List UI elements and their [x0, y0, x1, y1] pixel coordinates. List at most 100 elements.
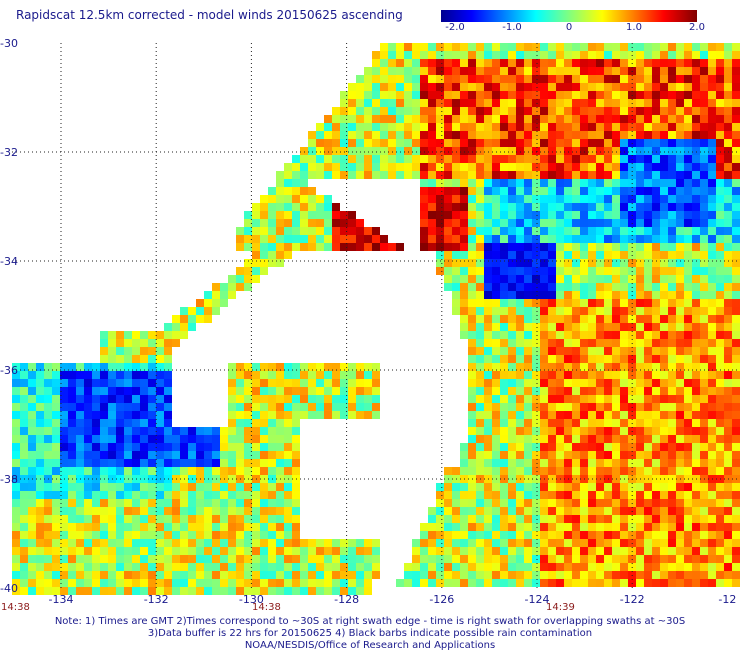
heatmap-cell	[724, 219, 732, 227]
heatmap-cell	[612, 235, 620, 243]
heatmap-cell	[556, 267, 564, 275]
heatmap-cell	[28, 587, 36, 595]
heatmap-cell	[676, 523, 684, 531]
heatmap-cell	[548, 339, 556, 347]
heatmap-cell	[684, 291, 692, 299]
heatmap-cell	[516, 331, 524, 339]
heatmap-cell	[452, 467, 460, 475]
heatmap-cell	[116, 355, 124, 363]
heatmap-cell	[68, 587, 76, 595]
heatmap-cell	[364, 115, 372, 123]
heatmap-cell	[236, 451, 244, 459]
heatmap-cell	[572, 307, 580, 315]
heatmap-cell	[468, 499, 476, 507]
heatmap-cell	[268, 427, 276, 435]
heatmap-cell	[92, 443, 100, 451]
heatmap-cell	[436, 75, 444, 83]
heatmap-cell	[444, 123, 452, 131]
heatmap-cell	[484, 43, 492, 51]
heatmap-cell	[108, 579, 116, 587]
heatmap-cell	[612, 251, 620, 259]
heatmap-cell	[164, 491, 172, 499]
heatmap-cell	[668, 339, 676, 347]
heatmap-cell	[164, 355, 172, 363]
heatmap-cell	[484, 571, 492, 579]
heatmap-cell	[652, 75, 660, 83]
x-tick-label: -126	[429, 593, 454, 606]
heatmap-cell	[332, 107, 340, 115]
heatmap-cell	[612, 283, 620, 291]
heatmap-cell	[596, 163, 604, 171]
heatmap-cell	[732, 531, 740, 539]
heatmap-cell	[244, 515, 252, 523]
heatmap-cell	[92, 531, 100, 539]
heatmap-cell	[244, 243, 252, 251]
heatmap-cell	[180, 435, 188, 443]
heatmap-cell	[140, 427, 148, 435]
heatmap-cell	[644, 563, 652, 571]
heatmap-cell	[92, 459, 100, 467]
heatmap-cell	[620, 179, 628, 187]
heatmap-cell	[348, 155, 356, 163]
heatmap-cell	[332, 235, 340, 243]
heatmap-cell	[660, 83, 668, 91]
heatmap-cell	[276, 539, 284, 547]
heatmap-cell	[316, 411, 324, 419]
heatmap-cell	[548, 331, 556, 339]
heatmap-cell	[476, 115, 484, 123]
heatmap-cell	[516, 491, 524, 499]
heatmap-cell	[596, 211, 604, 219]
heatmap-cell	[588, 59, 596, 67]
heatmap-cell	[708, 275, 716, 283]
heatmap-cell	[716, 467, 724, 475]
heatmap-cell	[508, 203, 516, 211]
heatmap-cell	[732, 547, 740, 555]
heatmap-cell	[428, 531, 436, 539]
heatmap-cell	[68, 443, 76, 451]
heatmap-cell	[516, 195, 524, 203]
heatmap-cell	[20, 507, 28, 515]
heatmap-cell	[148, 539, 156, 547]
heatmap-cell	[476, 467, 484, 475]
heatmap-cell	[604, 75, 612, 83]
heatmap-cell	[276, 363, 284, 371]
heatmap-cell	[660, 571, 668, 579]
heatmap-cell	[36, 411, 44, 419]
heatmap-cell	[420, 219, 428, 227]
heatmap-cell	[476, 163, 484, 171]
heatmap-cell	[380, 155, 388, 163]
heatmap-cell	[532, 427, 540, 435]
heatmap-cell	[668, 467, 676, 475]
heatmap-cell	[644, 499, 652, 507]
heatmap-cell	[604, 299, 612, 307]
heatmap-cell	[468, 75, 476, 83]
heatmap-cell	[564, 67, 572, 75]
heatmap-cell	[244, 419, 252, 427]
heatmap-cell	[284, 235, 292, 243]
heatmap-cell	[140, 539, 148, 547]
heatmap-cell	[540, 435, 548, 443]
heatmap-cell	[500, 275, 508, 283]
heatmap-cell	[620, 267, 628, 275]
heatmap-cell	[524, 291, 532, 299]
heatmap-cell	[36, 419, 44, 427]
heatmap-cell	[308, 579, 316, 587]
heatmap-cell	[476, 275, 484, 283]
heatmap-cell	[716, 123, 724, 131]
heatmap-cell	[340, 155, 348, 163]
heatmap-cell	[612, 155, 620, 163]
heatmap-cell	[76, 523, 84, 531]
heatmap-cell	[508, 451, 516, 459]
heatmap-cell	[12, 531, 20, 539]
heatmap-cell	[244, 587, 252, 595]
heatmap-cell	[644, 147, 652, 155]
heatmap-cell	[500, 147, 508, 155]
heatmap-cell	[612, 83, 620, 91]
heatmap-cell	[188, 587, 196, 595]
heatmap-cell	[300, 555, 308, 563]
heatmap-cell	[28, 531, 36, 539]
heatmap-cell	[612, 51, 620, 59]
heatmap-cell	[500, 307, 508, 315]
heatmap-cell	[284, 363, 292, 371]
heatmap-cell	[444, 227, 452, 235]
